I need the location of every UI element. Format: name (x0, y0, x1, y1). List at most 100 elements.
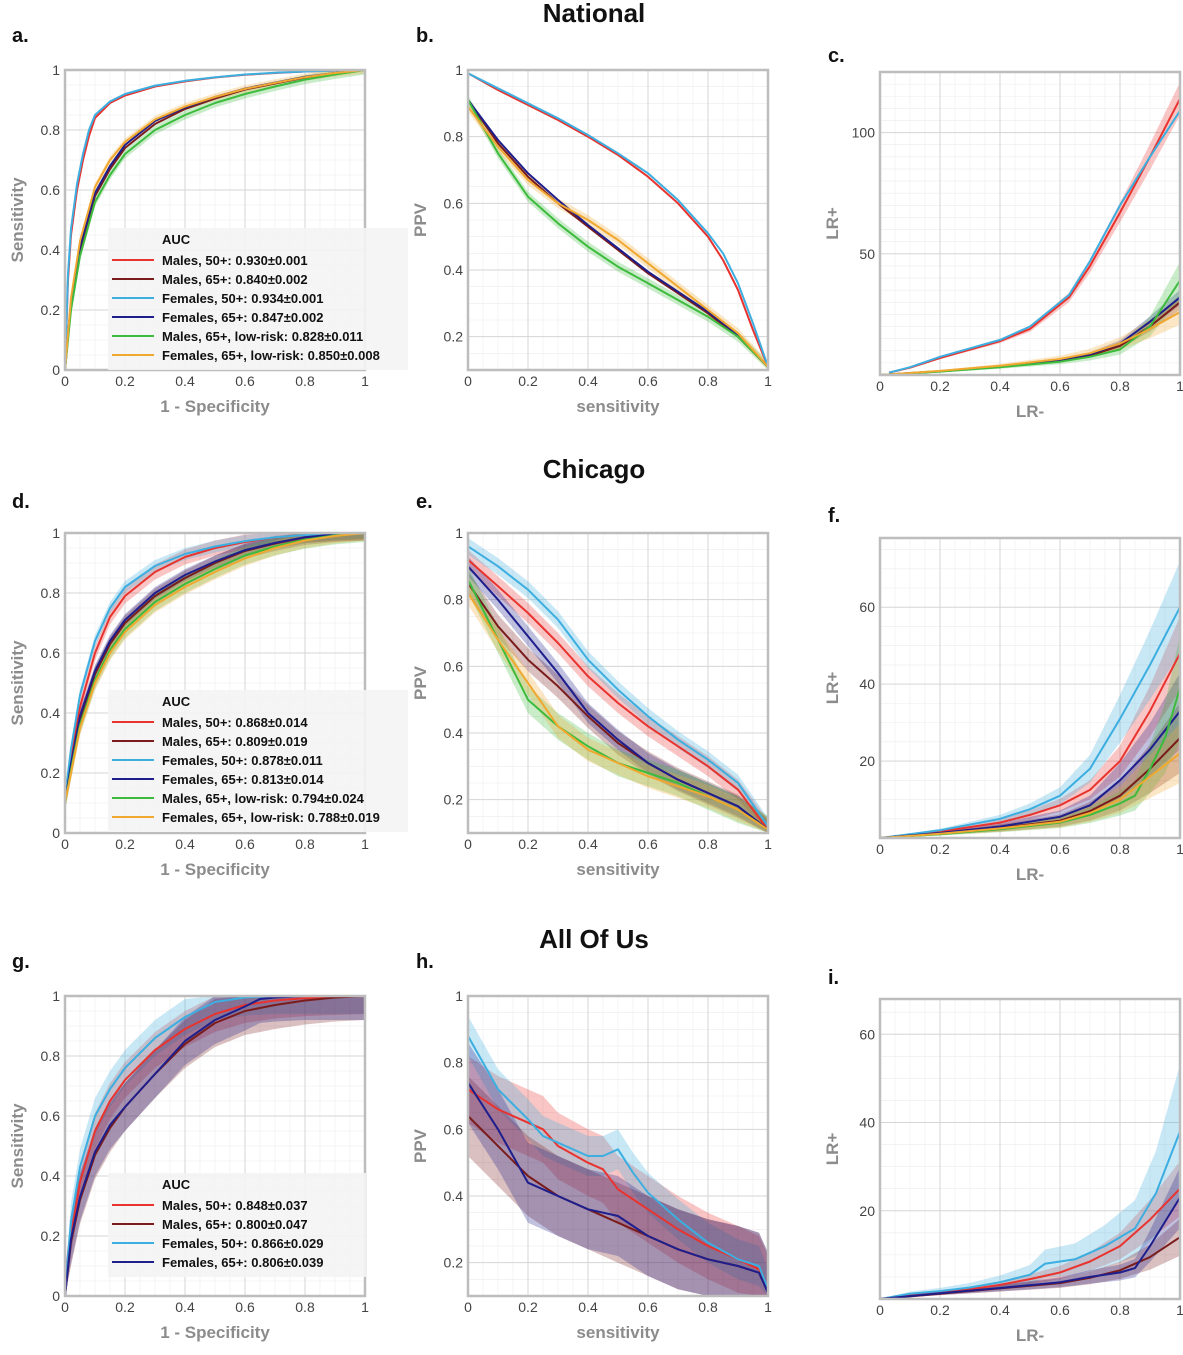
chart-a-series-line-orange (64, 69, 366, 371)
chart-b-series-line-navy (467, 99, 769, 368)
chart-c-group: 0 0.2 0.4 0.6 0.8 1 50 100 LR- LR+ c. (823, 45, 1183, 421)
chart-d-legend-entry: Females, 65+: 0.813±0.014 (162, 772, 324, 787)
chart-c-x-tick-label: 0.6 (1050, 378, 1070, 394)
chart-g-y-tick-label: 0.4 (41, 1168, 61, 1184)
chart-b-x-tick-label: 0.4 (578, 373, 598, 389)
chart-a-y-tick-label: 0.6 (41, 182, 61, 198)
chart-h-series-line-navy (467, 1082, 769, 1294)
chart-d-panel-label: d. (12, 491, 30, 513)
chart-g-y-tick-label: 0.2 (41, 1228, 61, 1244)
chart-h-y-tick-label: 1 (455, 988, 463, 1004)
chart-g-x-tick-label: 1 (361, 1299, 369, 1315)
chart-c-axes-frame (878, 70, 1182, 377)
chart-e-x-tick-label: 1 (764, 836, 772, 852)
chart-a-y-tick-label: 0.4 (41, 242, 61, 258)
chart-e-series-line-navy (467, 565, 769, 831)
chart-e-series-line-red (467, 558, 769, 831)
chart-h-y-tick-label: 0.4 (444, 1188, 464, 1204)
chart-d-legend-entry: Females, 50+: 0.878±0.011 (162, 753, 323, 768)
chart-h-band-darkred (468, 1076, 768, 1296)
chart-b-x-tick-label: 1 (764, 373, 772, 389)
chart-b-x-tick-label: 0.8 (698, 373, 718, 389)
chart-e-panel-label: e. (416, 491, 433, 513)
chart-h-band-lightblue (468, 1016, 768, 1296)
chart-i-series-line-navy (879, 1196, 1181, 1300)
chart-g-legend-entry: Females, 65+: 0.806±0.039 (162, 1255, 323, 1270)
chart-g-band-red (65, 996, 365, 1296)
chart-g-band-navy (65, 996, 365, 1296)
chart-g-band-lightblue (65, 996, 365, 1296)
chart-f-band-red (880, 616, 1180, 838)
chart-i-x-tick-label: 0 (876, 1302, 884, 1318)
chart-e-series-line-orange (467, 592, 769, 831)
chart-f-panel-label: f. (828, 505, 840, 527)
chart-d-y-tick-label: 0.4 (41, 705, 61, 721)
chart-i-y-tick-label: 60 (859, 1026, 875, 1042)
chart-d-band-navy (65, 533, 365, 809)
chart-f-x-tick-label: 1 (1176, 841, 1183, 857)
chart-h-band-red (468, 1056, 768, 1296)
chart-g-y-tick-label: 0 (52, 1288, 60, 1304)
chart-g-legend-entry: Males, 50+: 0.848±0.037 (162, 1198, 308, 1213)
chart-e-band-red (468, 549, 768, 833)
chart-b-x-tick-label: 0.2 (518, 373, 538, 389)
chart-b-series-line-green (467, 99, 769, 368)
chart-a-x-axis-label: 1 - Specificity (160, 397, 270, 416)
chart-e-y-axis-label: PPV (411, 665, 430, 700)
chart-a-x-tick-label: 0.6 (235, 373, 255, 389)
chart-e-y-tick-label: 0.6 (444, 658, 464, 674)
chart-f-band-lightblue (880, 561, 1180, 838)
chart-d-y-tick-label: 0.8 (41, 585, 61, 601)
chart-b-x-axis-label: sensitivity (576, 397, 660, 416)
chart-b-series-line-lightblue (467, 72, 769, 368)
chart-e-y-tick-label: 0.8 (444, 592, 464, 608)
chart-h-x-tick-label: 0.2 (518, 1299, 538, 1315)
chart-g-y-tick-label: 1 (52, 988, 60, 1004)
chart-d-legend-entry: Males, 50+: 0.868±0.014 (162, 715, 308, 730)
chart-e-x-tick-label: 0.2 (518, 836, 538, 852)
chart-h-panel-label: h. (416, 951, 434, 973)
chart-c-y-tick-label: 50 (859, 246, 875, 262)
chart-a-group: 0 0.2 0.4 0.6 0.8 1 0 0.2 0.4 0.6 0.8 1 1 - Specific… (8, 25, 408, 416)
chart-e-y-tick-label: 1 (455, 525, 463, 541)
chart-d-x-tick-label: 0.4 (175, 836, 195, 852)
chart-h-x-tick-label: 0.8 (698, 1299, 718, 1315)
chart-b-y-tick-label: 0.6 (444, 195, 464, 211)
chart-a-legend-entry: Males, 50+: 0.930±0.001 (162, 253, 308, 268)
chart-g-group: 0 0.2 0.4 0.6 0.8 1 0 0.2 0.4 0.6 0.8 1 1 - Specific… (8, 951, 369, 1342)
chart-c-panel-label: c. (828, 45, 845, 67)
chart-d-series-line-navy (64, 532, 366, 804)
chart-h-y-tick-label: 0.6 (444, 1121, 464, 1137)
section-title-chicago: Chicago (543, 454, 646, 484)
chart-i-x-tick-label: 0.2 (930, 1302, 950, 1318)
chart-g-axes-frame (63, 994, 367, 1298)
chart-f-series-line-orange (879, 752, 1181, 839)
chart-h-x-tick-label: 1 (764, 1299, 772, 1315)
chart-f-series-line-lightblue (879, 606, 1181, 839)
chart-a-series-line-lightblue (64, 69, 366, 371)
chart-i-y-tick-label: 40 (859, 1115, 875, 1131)
chart-b-y-tick-label: 0.8 (444, 129, 464, 145)
chart-i-x-tick-label: 0.4 (990, 1302, 1010, 1318)
chart-g-x-axis-label: 1 - Specificity (160, 1323, 270, 1342)
chart-c-series-line-orange (879, 311, 1181, 376)
chart-d-x-tick-label: 0.6 (235, 836, 255, 852)
chart-a-y-tick-label: 0 (52, 362, 60, 378)
chart-f-y-tick-label: 60 (859, 599, 875, 615)
chart-a-y-tick-label: 0.8 (41, 122, 61, 138)
chart-h-y-tick-label: 0.8 (444, 1055, 464, 1071)
chart-b-x-tick-label: 0 (464, 373, 472, 389)
chart-g-series-line-red (64, 995, 366, 1297)
chart-h-axes-frame (466, 994, 770, 1298)
chart-i-series-line-lightblue (879, 1131, 1181, 1300)
section-title-national: National (543, 0, 646, 28)
chart-g-x-tick-label: 0.6 (235, 1299, 255, 1315)
chart-h-x-tick-label: 0.6 (638, 1299, 658, 1315)
chart-a-legend-entry: Females, 65+: 0.847±0.002 (162, 310, 323, 325)
chart-e-x-tick-label: 0.8 (698, 836, 718, 852)
chart-g-y-tick-label: 0.6 (41, 1108, 61, 1124)
section-title-all-of-us: All Of Us (539, 924, 649, 954)
chart-a-legend-entry: Females, 65+, low-risk: 0.850±0.008 (162, 348, 380, 363)
chart-e-x-tick-label: 0.4 (578, 836, 598, 852)
chart-e-x-tick-label: 0.6 (638, 836, 658, 852)
